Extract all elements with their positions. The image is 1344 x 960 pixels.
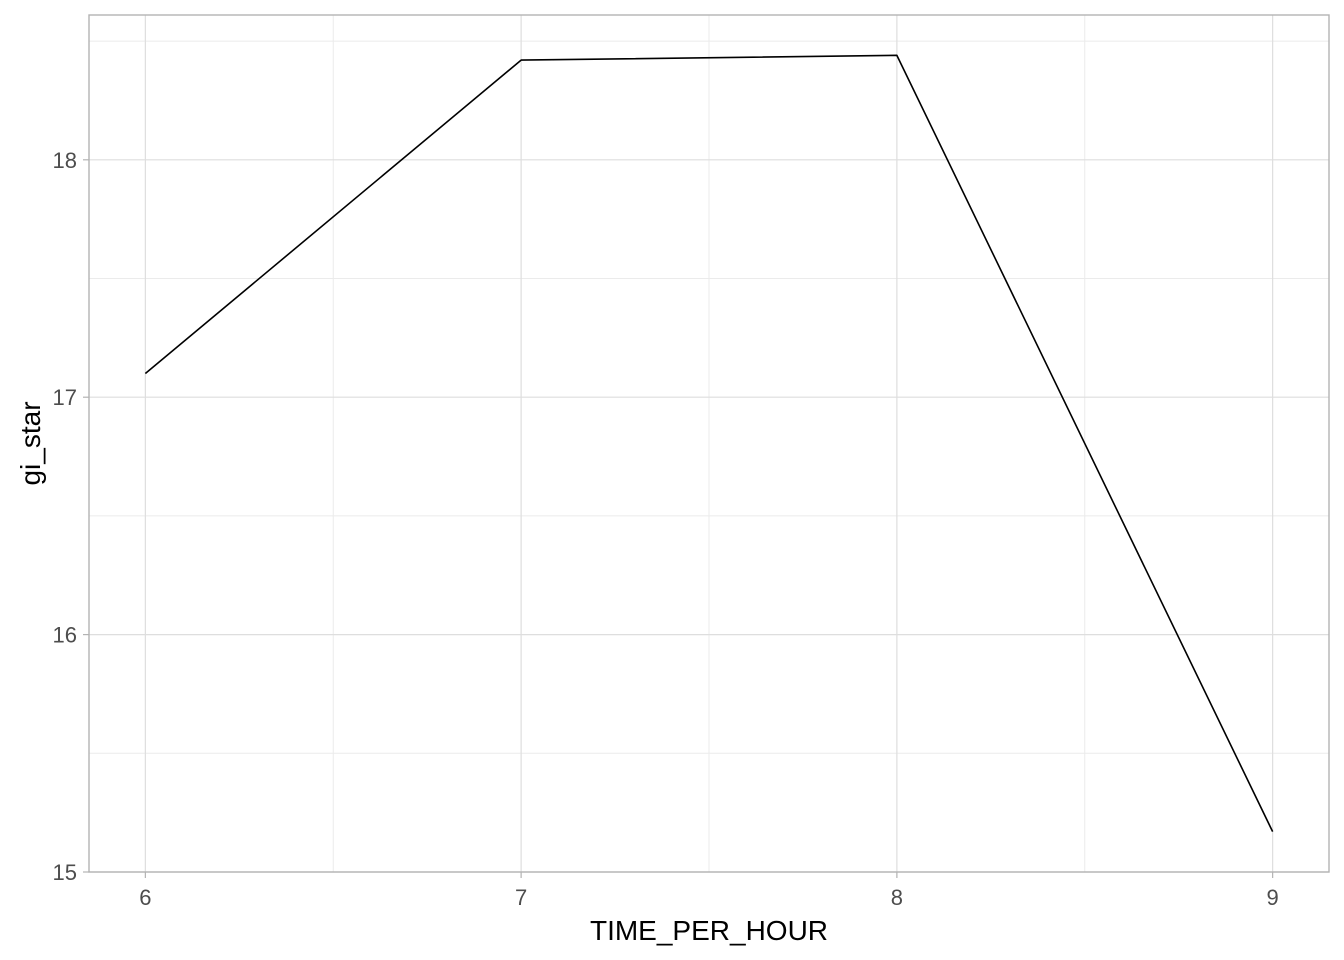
x-tick-label: 7 <box>515 885 527 910</box>
series-line <box>144 54 1274 832</box>
y-axis-title: gi_star <box>15 401 46 485</box>
y-tick-label: 15 <box>53 860 77 885</box>
plot-panel-border <box>88 14 1330 873</box>
x-tick-label: 8 <box>891 885 903 910</box>
y-tick-label: 17 <box>53 385 77 410</box>
y-tick-label: 18 <box>53 148 77 173</box>
x-tick-label: 9 <box>1267 885 1279 910</box>
x-axis-ticks: 6 7 8 9 <box>139 872 1279 910</box>
x-tick-label: 6 <box>139 885 151 910</box>
x-axis-title: TIME_PER_HOUR <box>590 915 828 946</box>
y-axis-ticks: 15 16 17 18 <box>53 148 89 885</box>
series-layer <box>144 54 1274 832</box>
y-tick-label: 16 <box>53 623 77 648</box>
